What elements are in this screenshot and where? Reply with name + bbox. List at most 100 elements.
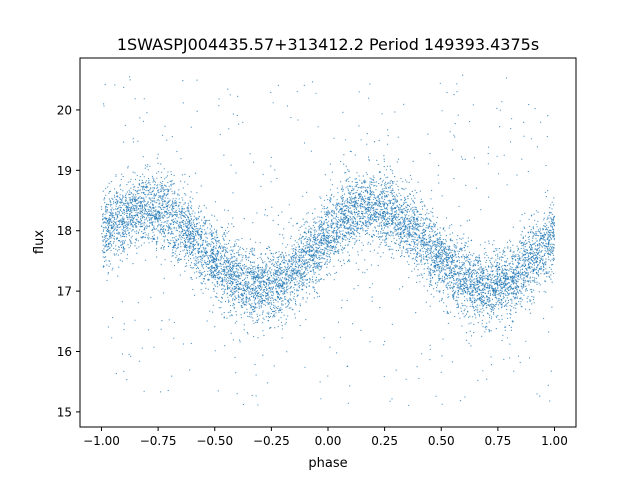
data-point (338, 249, 340, 251)
data-point (216, 292, 218, 294)
data-point (341, 194, 343, 196)
data-point (395, 200, 397, 202)
data-point (254, 278, 256, 280)
data-point (277, 269, 279, 271)
data-point (393, 181, 395, 183)
data-point (416, 223, 418, 225)
data-point (327, 239, 329, 241)
data-point (288, 280, 290, 282)
data-point (239, 265, 241, 267)
data-point (325, 219, 327, 221)
data-point (422, 244, 425, 246)
data-point (183, 216, 186, 218)
data-point (468, 251, 470, 253)
data-point (258, 274, 260, 276)
data-point (307, 261, 309, 263)
data-point (230, 273, 232, 275)
data-point (553, 244, 555, 246)
data-point (271, 260, 273, 262)
data-point (244, 267, 246, 269)
data-point (402, 212, 404, 214)
data-point (313, 241, 315, 243)
data-point (174, 190, 176, 192)
data-point (136, 191, 138, 193)
data-point (496, 281, 498, 283)
data-point (421, 205, 423, 207)
data-point (225, 248, 227, 250)
data-point (269, 273, 271, 275)
data-point (305, 220, 307, 222)
data-point (202, 271, 204, 273)
data-point (110, 249, 112, 252)
data-point (187, 207, 189, 209)
data-point (483, 287, 485, 289)
data-point (511, 300, 513, 302)
data-point (401, 255, 403, 257)
data-point (233, 278, 235, 280)
data-point (119, 185, 121, 187)
data-point (261, 268, 263, 270)
data-point (129, 76, 131, 78)
data-point (334, 213, 336, 215)
data-point (426, 256, 428, 258)
data-point (172, 206, 174, 208)
data-point (189, 369, 191, 371)
data-point (382, 212, 384, 214)
data-point (381, 198, 383, 200)
data-point (240, 262, 242, 264)
data-point (416, 229, 418, 231)
data-point (512, 292, 514, 294)
data-point (233, 306, 235, 308)
data-point (548, 259, 550, 261)
data-point (136, 247, 138, 249)
data-point (407, 230, 409, 232)
data-point (505, 280, 507, 282)
data-point (392, 248, 394, 250)
data-point (291, 299, 293, 301)
data-point (342, 224, 344, 226)
data-point (381, 196, 383, 199)
data-point (260, 283, 262, 285)
data-point (329, 189, 332, 191)
data-point (520, 275, 522, 277)
data-point (358, 233, 361, 235)
data-point (490, 280, 492, 282)
data-point (302, 195, 304, 197)
data-point (271, 262, 273, 264)
data-point (149, 218, 151, 220)
data-point (391, 231, 393, 233)
data-point (383, 187, 385, 190)
data-point (239, 287, 241, 289)
data-point (389, 400, 391, 402)
data-point (185, 210, 187, 212)
data-point (385, 177, 387, 179)
data-point (426, 224, 428, 226)
data-point (369, 211, 372, 213)
data-point (153, 193, 155, 195)
data-point (467, 246, 469, 248)
data-point (369, 207, 371, 209)
data-point (464, 276, 466, 278)
data-point (419, 253, 421, 255)
data-point (205, 236, 207, 238)
data-point (351, 181, 353, 183)
data-point (234, 240, 236, 242)
data-point (125, 193, 127, 195)
data-point (214, 278, 216, 280)
data-point (237, 245, 239, 247)
data-point (105, 209, 107, 211)
data-point (121, 353, 123, 355)
data-point (280, 253, 282, 255)
data-point (363, 207, 365, 209)
data-point (317, 250, 319, 252)
data-point (207, 270, 209, 272)
data-point (361, 187, 363, 189)
data-point (309, 245, 312, 247)
data-point (240, 300, 242, 302)
data-point (287, 263, 289, 265)
data-point (187, 239, 189, 241)
data-point (326, 206, 329, 208)
data-point (335, 232, 337, 234)
data-point (229, 258, 231, 260)
data-point (467, 290, 469, 292)
